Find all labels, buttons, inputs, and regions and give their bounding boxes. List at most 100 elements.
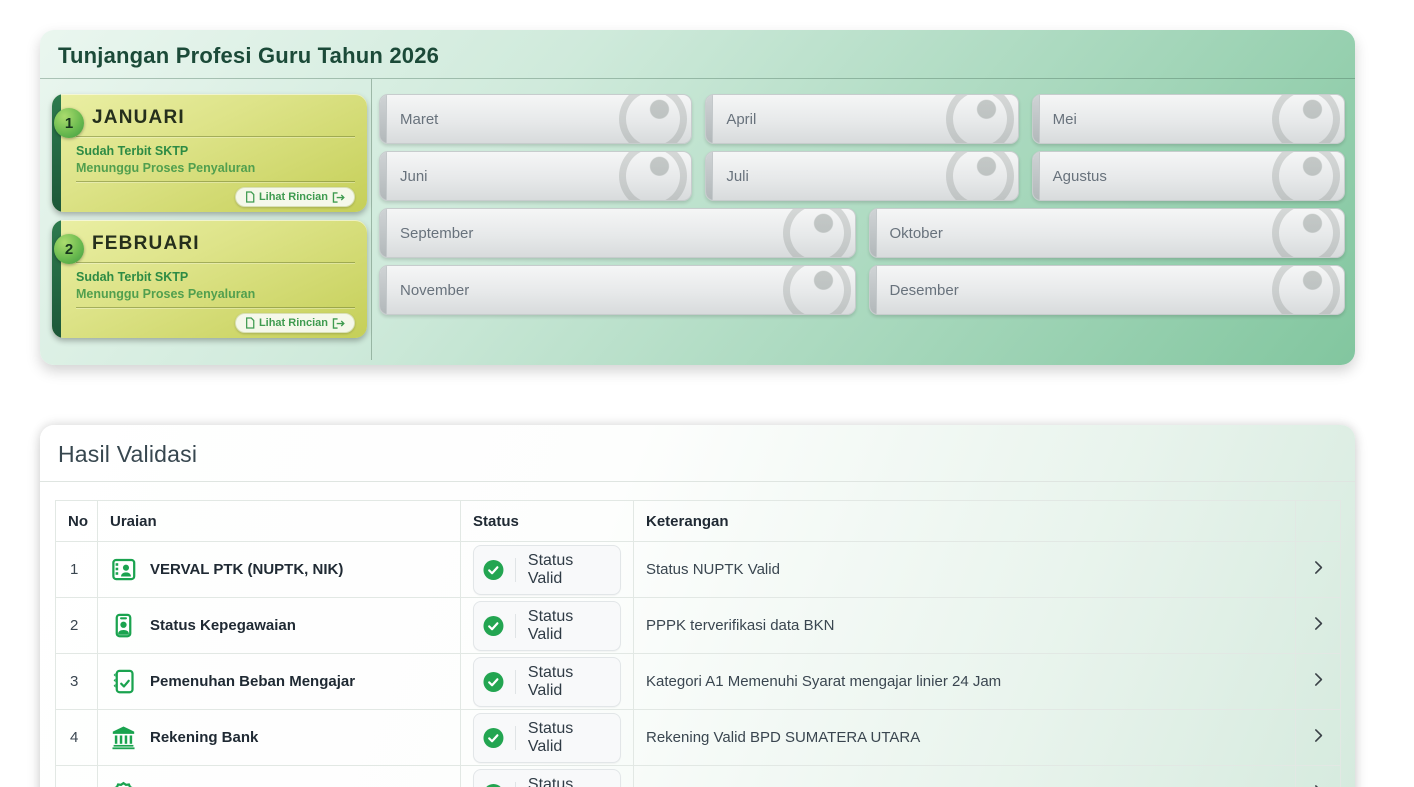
status-label: Status Valid — [527, 663, 574, 699]
divider — [514, 725, 516, 750]
divider — [514, 781, 516, 787]
payment-status-text: Menunggu Proses Penyaluran — [76, 161, 256, 175]
keterangan-text: Hasil Validasi NRG : Autogenerate NRG PP… — [633, 765, 1296, 787]
sktp-status-text: Sudah Terbit SKTP — [76, 144, 189, 158]
status-badge: Status Valid — [473, 768, 621, 787]
divider — [76, 181, 355, 183]
row-detail-button[interactable] — [1295, 541, 1341, 598]
row-number: 2 — [55, 597, 98, 654]
month-button-agustus[interactable]: Agustus — [1031, 151, 1345, 201]
month-button-maret[interactable]: Maret — [379, 94, 693, 144]
month-card-title: JANUARI — [92, 107, 185, 128]
status-label: Status Valid — [527, 775, 574, 787]
check-circle-icon — [483, 671, 504, 692]
row-number: 3 — [55, 653, 98, 710]
lihat-rincian-button[interactable]: Lihat Rincian — [234, 313, 355, 333]
keterangan-text: Status NUPTK Valid — [633, 541, 1296, 598]
checklist-icon — [110, 668, 137, 695]
col-header-no: No — [55, 500, 98, 542]
table-row: 4 Rekening Bank Status Valid Rekening Va… — [55, 709, 1341, 766]
row-detail-button[interactable] — [1295, 653, 1341, 710]
row-detail-button[interactable] — [1295, 597, 1341, 654]
lihat-rincian-button[interactable]: Lihat Rincian — [234, 187, 355, 207]
month-button-juli[interactable]: Juli — [705, 151, 1019, 201]
col-header-keterangan: Keterangan — [633, 500, 1296, 542]
keterangan-text: PPPK terverifikasi data BKN — [633, 597, 1296, 654]
uraian-label: Pemenuhan Beban Mengajar — [150, 673, 356, 690]
table-row: 2 Status Kepegawaian Status Valid PPPK t… — [55, 597, 1341, 654]
validation-panel: Hasil Validasi No Uraian Status Keterang… — [40, 425, 1355, 787]
chevron-right-icon — [1314, 729, 1322, 742]
status-label: Status Valid — [527, 607, 574, 643]
row-number: 1 — [55, 541, 98, 598]
keterangan-text: Kategori A1 Memenuhi Syarat mengajar lin… — [633, 653, 1296, 710]
col-header-uraian: Uraian — [97, 500, 461, 542]
pending-months-grid: Maret April Mei Juni Juli Agustus Septem… — [371, 79, 1355, 360]
check-circle-icon — [485, 783, 502, 787]
month-button-mei[interactable]: Mei — [1031, 94, 1345, 144]
uraian-label: VERVAL PTK (NUPTK, NIK) — [150, 561, 344, 578]
month-button-april[interactable]: April — [705, 94, 1019, 144]
status-badge: Status Valid — [473, 656, 621, 707]
row-detail-button[interactable] — [1295, 765, 1341, 787]
month-button-oktober[interactable]: Oktober — [868, 208, 1345, 258]
month-button-juni[interactable]: Juni — [379, 151, 693, 201]
arrow-exit-icon — [332, 191, 345, 203]
validation-title: Hasil Validasi — [58, 441, 198, 467]
table-row: 1 VERVAL PTK (NUPTK, NIK) Status Valid S… — [55, 541, 1341, 598]
month-card-januari[interactable]: 1 JANUARI Sudah Terbit SKTP Menunggu Pro… — [52, 94, 367, 212]
uraian-label: Kelulusan Sertifikasi Pendidik — [150, 785, 364, 787]
issued-months-column: 1 JANUARI Sudah Terbit SKTP Menunggu Pro… — [40, 79, 371, 360]
payment-status-text: Menunggu Proses Penyaluran — [76, 287, 256, 301]
divider — [514, 557, 516, 582]
divider — [514, 613, 516, 638]
employee-badge-icon — [110, 612, 137, 639]
tpg-panel-header: Tunjangan Profesi Guru Tahun 2026 — [40, 30, 1355, 79]
divider — [76, 136, 355, 138]
keterangan-text: Rekening Valid BPD SUMATERA UTARA — [633, 709, 1296, 766]
tpg-panel-body: 1 JANUARI Sudah Terbit SKTP Menunggu Pro… — [40, 79, 1355, 360]
row-number: 4 — [55, 709, 98, 766]
status-badge: Status Valid — [473, 712, 621, 763]
tpg-panel: Tunjangan Profesi Guru Tahun 2026 1 JANU… — [40, 30, 1355, 365]
page-title: Tunjangan Profesi Guru Tahun 2026 — [58, 43, 440, 68]
col-header-actions — [1295, 500, 1341, 542]
status-label: Status Valid — [527, 551, 574, 587]
divider — [76, 262, 355, 264]
divider — [514, 669, 516, 694]
status-label: Status Valid — [527, 719, 574, 755]
status-badge: Status Valid — [473, 600, 621, 651]
sktp-status-text: Sudah Terbit SKTP — [76, 270, 189, 284]
table-row: 5 Kelulusan Sertifikasi Pendidik Status … — [55, 765, 1341, 787]
lihat-rincian-label: Lihat Rincian — [258, 191, 328, 203]
validation-panel-header: Hasil Validasi — [40, 425, 1355, 482]
month-button-desember[interactable]: Desember — [868, 265, 1345, 315]
bank-icon — [110, 724, 137, 751]
arrow-exit-icon — [332, 317, 345, 329]
check-circle-icon — [483, 559, 504, 580]
certificate-seal-icon — [110, 780, 137, 787]
month-number-badge: 1 — [54, 108, 84, 138]
table-header-row: No Uraian Status Keterangan — [55, 500, 1341, 542]
uraian-label: Status Kepegawaian — [150, 617, 296, 634]
document-icon — [245, 191, 255, 203]
uraian-label: Rekening Bank — [150, 729, 259, 746]
table-row: 3 Pemenuhan Beban Mengajar Status Valid … — [55, 653, 1341, 710]
lihat-rincian-label: Lihat Rincian — [258, 317, 328, 329]
chevron-right-icon — [1314, 673, 1322, 686]
row-detail-button[interactable] — [1295, 709, 1341, 766]
row-number: 5 — [55, 765, 98, 787]
chevron-right-icon — [1314, 561, 1322, 574]
check-circle-icon — [483, 727, 504, 748]
month-button-september[interactable]: September — [379, 208, 856, 258]
month-card-februari[interactable]: 2 FEBRUARI Sudah Terbit SKTP Menunggu Pr… — [52, 220, 367, 338]
id-card-icon — [110, 556, 137, 583]
document-icon — [245, 317, 255, 329]
chevron-right-icon — [1314, 617, 1322, 630]
month-button-november[interactable]: November — [379, 265, 856, 315]
divider — [76, 307, 355, 309]
status-badge: Status Valid — [473, 544, 621, 595]
check-circle-icon — [483, 615, 504, 636]
month-number-badge: 2 — [54, 234, 84, 264]
